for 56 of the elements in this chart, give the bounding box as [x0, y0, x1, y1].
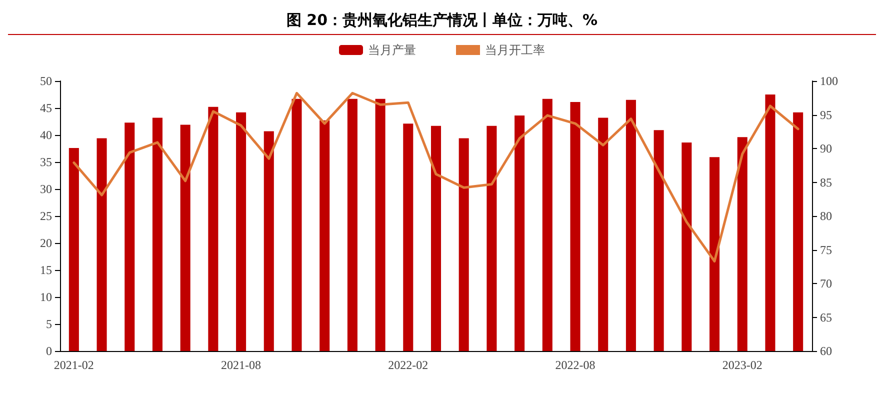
chart-title: 图 20：贵州氧化铝生产情况丨单位：万吨、% — [8, 8, 876, 35]
bar — [737, 137, 748, 351]
bar — [180, 124, 190, 351]
bar — [570, 102, 580, 351]
bar — [682, 142, 692, 351]
y-tick-label: 10 — [40, 290, 52, 304]
y2-tick-label: 65 — [820, 310, 832, 324]
bar — [264, 131, 274, 351]
y2-tick-label: 95 — [820, 108, 832, 122]
line-series — [72, 92, 800, 262]
bar — [486, 126, 497, 351]
bar — [292, 98, 302, 351]
x-tick-label: 2022-08 — [555, 358, 596, 372]
bar — [793, 112, 804, 351]
y2-tick-label: 75 — [820, 242, 832, 257]
y2-tick-label: 70 — [820, 276, 832, 290]
bar — [458, 138, 469, 351]
bar — [347, 98, 358, 351]
y-tick-label: 45 — [40, 101, 52, 115]
y2-tick-label: 100 — [820, 74, 838, 88]
y-tick-label: 0 — [46, 344, 52, 358]
x-tick-label: 2023-02 — [722, 358, 762, 372]
y2-tick-label: 85 — [820, 175, 832, 190]
bar — [654, 130, 664, 351]
y-tick-label: 25 — [40, 209, 52, 223]
bar — [96, 138, 107, 351]
y-tick-label: 40 — [40, 128, 52, 142]
y2-tick-label: 90 — [820, 142, 832, 156]
bar — [208, 106, 218, 351]
bar — [403, 124, 414, 351]
bar — [68, 148, 79, 351]
y-tick-label: 20 — [40, 236, 52, 250]
bar — [542, 98, 552, 351]
y2-tick-label: 80 — [820, 209, 832, 223]
bar — [765, 94, 776, 351]
legend-label: 当月开工率 — [485, 43, 545, 57]
x-tick-label: 2022-02 — [388, 358, 428, 372]
bar — [375, 98, 386, 351]
bar — [320, 120, 330, 351]
x-tick-label: 2021-02 — [54, 358, 94, 372]
y-tick-label: 35 — [40, 155, 52, 169]
bar — [710, 157, 720, 351]
bar — [430, 126, 442, 351]
bar — [514, 116, 525, 351]
x-tick-label: 2021-08 — [221, 358, 262, 372]
legend-label: 当月产量 — [368, 43, 416, 57]
bar — [152, 118, 162, 351]
y-tick-label: 30 — [40, 182, 52, 196]
bar — [626, 100, 636, 351]
bar — [236, 112, 246, 351]
y-tick-label: 15 — [40, 263, 52, 277]
y2-tick-label: 60 — [820, 344, 832, 358]
y-tick-label: 50 — [40, 74, 52, 88]
bar — [598, 118, 608, 351]
y-tick-label: 5 — [46, 317, 52, 331]
bar — [124, 122, 135, 351]
